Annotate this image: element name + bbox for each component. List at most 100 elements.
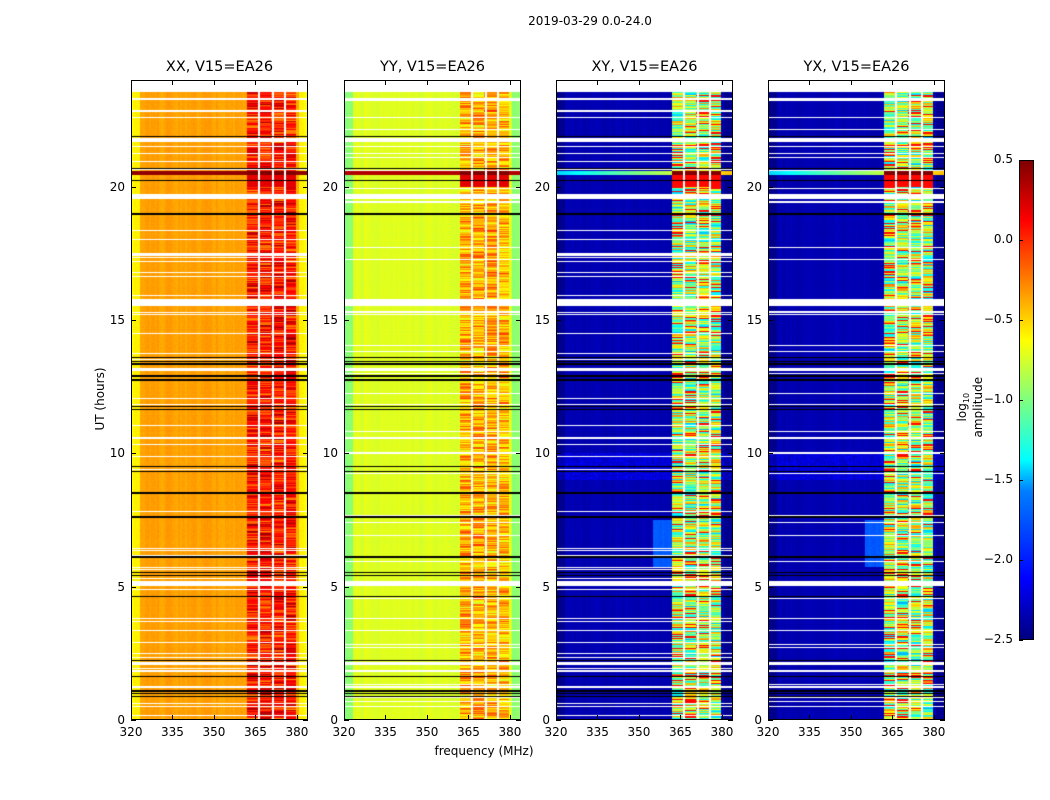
x-tick-label: 365 (457, 725, 480, 739)
x-tick-label: 350 (627, 725, 651, 739)
y-tick-label: 15 (109, 313, 125, 327)
x-tick-mark (809, 80, 811, 85)
y-tick-mark (768, 586, 773, 588)
colorbar-tick-mark (1019, 160, 1023, 161)
heatmap-panel-1 (344, 80, 521, 720)
y-tick-mark (728, 586, 733, 588)
y-tick-mark (768, 720, 773, 721)
y-tick-label: 20 (534, 179, 550, 194)
panel-title: YX, V15=EA26 (803, 59, 910, 75)
x-tick-mark (597, 80, 599, 85)
y-tick-mark (131, 720, 136, 721)
x-axis-label: frequency (MHz) (434, 744, 534, 758)
y-axis-label: UT (hours) (93, 367, 107, 431)
x-tick-mark (255, 715, 257, 720)
y-tick-mark (768, 186, 773, 188)
y-tick-mark (131, 586, 136, 588)
colorbar-tick-label: −2.0 (983, 552, 1013, 566)
x-tick-label: 320 (756, 725, 780, 739)
heatmap-panel-3 (768, 80, 945, 720)
y-tick-mark (516, 720, 521, 721)
x-tick-mark (597, 715, 599, 720)
x-tick-label: 320 (332, 725, 356, 739)
y-tick-mark (131, 186, 136, 188)
heatmap-image (345, 81, 520, 719)
y-tick-mark (556, 453, 561, 455)
y-tick-mark (940, 453, 945, 455)
x-tick-mark (344, 80, 345, 85)
y-tick-label: 5 (330, 579, 338, 594)
y-tick-mark (303, 320, 308, 321)
y-tick-mark (940, 586, 945, 588)
x-tick-label: 350 (202, 725, 226, 739)
x-tick-mark (680, 715, 682, 720)
x-tick-mark (556, 80, 557, 85)
y-tick-label: 0 (117, 713, 125, 727)
x-tick-mark (426, 715, 428, 720)
x-tick-mark (509, 80, 511, 85)
x-tick-mark (721, 80, 723, 85)
x-tick-mark (468, 715, 470, 720)
x-tick-label: 365 (669, 725, 692, 739)
x-tick-mark (172, 715, 174, 720)
panel-title: YY, V15=EA26 (380, 59, 485, 75)
y-tick-mark (303, 453, 308, 455)
y-tick-label: 0 (330, 713, 338, 727)
x-tick-mark (809, 715, 811, 720)
x-tick-label: 350 (839, 725, 863, 739)
x-tick-label: 335 (374, 725, 397, 739)
x-tick-mark (933, 80, 935, 85)
y-tick-mark (556, 186, 561, 188)
x-tick-mark (638, 715, 640, 720)
x-tick-mark (721, 715, 723, 720)
x-tick-label: 380 (285, 725, 309, 739)
y-tick-mark (344, 186, 349, 188)
y-tick-mark (556, 586, 561, 588)
y-tick-label: 5 (117, 579, 125, 594)
x-tick-mark (850, 80, 852, 85)
heatmap-panel-2 (556, 80, 733, 720)
y-tick-mark (728, 320, 733, 321)
y-tick-mark (131, 320, 136, 321)
y-tick-mark (344, 320, 349, 321)
x-tick-mark (850, 715, 852, 720)
x-tick-mark (426, 80, 428, 85)
colorbar-tick-label: −2.5 (983, 632, 1013, 646)
figure-title: 2019-03-29 0.0-24.0 (528, 14, 652, 28)
panel-title: XX, V15=EA26 (165, 59, 274, 75)
y-tick-mark (940, 186, 945, 188)
x-tick-mark (255, 80, 257, 85)
y-tick-mark (516, 186, 521, 188)
y-tick-label: 10 (746, 446, 762, 461)
x-tick-mark (131, 80, 132, 85)
x-tick-mark (933, 715, 935, 720)
x-tick-mark (768, 80, 769, 85)
x-tick-mark (213, 715, 215, 720)
colorbar-tick-mark (1019, 320, 1023, 321)
y-tick-mark (516, 586, 521, 588)
y-tick-mark (940, 720, 945, 721)
y-tick-mark (556, 720, 561, 721)
x-tick-label: 335 (586, 725, 609, 739)
y-tick-label: 20 (322, 179, 338, 194)
x-tick-label: 335 (161, 725, 184, 739)
colorbar-label: log10 amplitude (954, 376, 986, 438)
x-tick-mark (680, 80, 682, 85)
y-tick-mark (344, 720, 349, 721)
colorbar-tick-label: −1.5 (983, 472, 1013, 486)
x-tick-label: 335 (798, 725, 821, 739)
colorbar-tick-mark (1019, 400, 1023, 401)
colorbar-tick-label: −1.0 (983, 392, 1013, 406)
x-tick-label: 380 (710, 725, 734, 739)
colorbar-tick-mark (1019, 640, 1023, 641)
panel-title: XY, V15=EA26 (591, 59, 698, 75)
y-tick-mark (303, 720, 308, 721)
y-tick-label: 10 (109, 446, 125, 461)
y-tick-mark (728, 453, 733, 455)
y-tick-label: 20 (746, 179, 762, 194)
y-tick-mark (303, 586, 308, 588)
x-tick-mark (768, 715, 769, 720)
x-tick-mark (172, 80, 174, 85)
y-tick-mark (940, 320, 945, 321)
